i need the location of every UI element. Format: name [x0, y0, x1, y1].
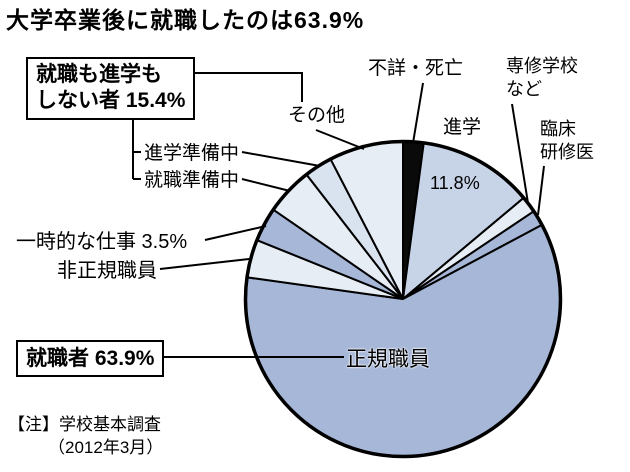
- label-regular-staff: 正規職員: [346, 348, 430, 371]
- label-other: その他: [288, 105, 346, 126]
- leader-clinical-resident: [537, 165, 545, 216]
- neither-callout-line1: 就職も進学も: [36, 63, 162, 86]
- source-note-line2: （2012年3月）: [48, 437, 164, 457]
- leader-unknown-deceased: [412, 82, 424, 144]
- employed-callout-box: 就職者 63.9%: [16, 340, 165, 378]
- pie-slices: [245, 140, 561, 458]
- label-clinical-line1: 臨床: [540, 119, 576, 139]
- leader-neither-to-other: [182, 72, 303, 102]
- source-note: 【注】学校基本調査 （2012年3月）: [8, 414, 163, 460]
- pie-outer-ring: [243, 139, 563, 459]
- leader-preparing-employment: [241, 178, 291, 192]
- label-unknown-deceased: 不詳・死亡: [368, 58, 464, 79]
- leader-vocational-school: [511, 103, 529, 204]
- label-non-regular-staff: 非正規職員: [57, 260, 157, 282]
- label-vocational-line1: 専修学校: [506, 56, 578, 76]
- label-clinical-line2: 研修医: [540, 142, 594, 163]
- label-preparing-education: 進学準備中: [144, 143, 240, 164]
- label-preparing-employment: 就職準備中: [144, 170, 240, 191]
- label-temporary-work: 一時的な仕事 3.5%: [16, 231, 188, 253]
- leader-preparing-education: [241, 151, 321, 167]
- label-vocational-school: 専修学校 など: [506, 55, 578, 102]
- leader-temporary-work: [204, 225, 267, 241]
- source-note-line1: 【注】学校基本調査: [8, 415, 161, 434]
- label-clinical-resident: 臨床 研修医: [540, 118, 594, 165]
- chart-title: 大学卒業後に就職したのは63.9%: [6, 7, 365, 33]
- label-vocational-line2: など: [506, 79, 542, 100]
- neither-callout-box: 就職も進学も しない者 15.4%: [26, 57, 196, 120]
- leader-other: [315, 129, 365, 150]
- leader-lines: [132, 72, 545, 358]
- leader-non-regular: [159, 258, 250, 270]
- label-further-education: 進学: [443, 117, 482, 138]
- value-further-education: 11.8%: [430, 173, 480, 193]
- neither-callout-line2: しない者 15.4%: [36, 89, 186, 113]
